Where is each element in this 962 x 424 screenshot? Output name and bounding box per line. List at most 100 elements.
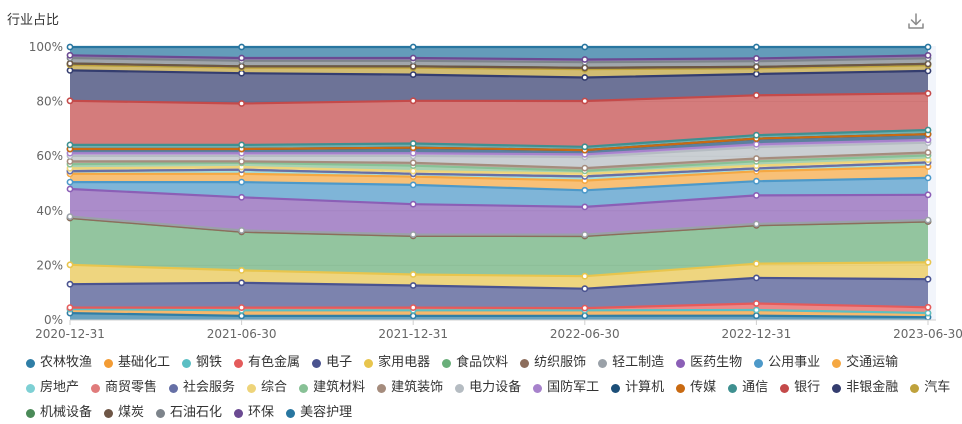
series-31-point [409,43,417,51]
legend-label: 国防军工 [547,380,600,395]
legend-dot-icon [169,383,179,393]
series-29-line [69,56,929,64]
series-4-point [238,304,245,311]
series-23-point [924,126,932,134]
legend-item[interactable]: 汽车 [910,379,950,397]
series-10-area [70,189,928,235]
legend-label: 计算机 [625,380,665,395]
legend-item[interactable]: 交通运输 [832,354,898,372]
series-31-area [70,47,928,60]
series-25-point [581,74,589,81]
legend-item[interactable]: 钢铁 [182,354,222,372]
legend-item[interactable]: 传媒 [676,379,716,397]
series-25-point [409,71,417,78]
legend-dot-icon [832,358,842,368]
legend-item[interactable]: 环保 [234,404,274,422]
series-16-point [409,167,417,175]
legend-item[interactable]: 食品饮料 [442,354,508,372]
series-5-point [66,280,74,288]
series-6-point [924,258,932,266]
legend-dot-icon [26,383,35,393]
series-11-point [581,186,589,194]
series-5-line [69,276,929,290]
legend-item[interactable]: 通信 [728,379,768,397]
download-icon[interactable] [907,12,925,30]
legend-item[interactable]: 煤炭 [104,404,144,422]
series-18-point [238,157,245,165]
legend-dot-icon [312,358,322,368]
legend-dot-icon [156,408,166,418]
series-24-line [69,92,929,105]
legend-item[interactable]: 纺织服饰 [520,354,586,372]
legend-label: 医药生物 [690,355,743,370]
legend-dot-icon [676,358,686,368]
legend-item[interactable]: 建筑装饰 [377,379,443,397]
legend-item[interactable]: 美容护理 [286,404,352,422]
series-24-point [66,97,74,105]
series-30-point [409,54,417,62]
legend-item[interactable]: 房地产 [26,379,79,397]
series-28-point [238,62,245,70]
series-6-point [238,266,245,274]
series-25-point [753,70,760,78]
legend-dot-icon [286,408,296,418]
legend-item[interactable]: 电子 [312,354,352,372]
legend-label: 纺织服饰 [534,355,587,370]
series-3-point [924,309,932,317]
series-18-point [581,164,589,172]
legend-item[interactable]: 综合 [247,379,287,397]
series-lines [69,45,929,319]
series-28-point [753,63,760,71]
legend-dot-icon [598,358,608,368]
legend-dot-icon [611,383,621,393]
legend-item[interactable]: 国防军工 [533,379,599,397]
legend-item[interactable]: 有色金属 [234,354,300,372]
legend-item[interactable]: 公用事业 [754,354,820,372]
series-31-point [753,43,760,51]
series-28-point [409,62,417,70]
series-7-area [70,218,928,277]
legend-item[interactable]: 医药生物 [676,354,742,372]
series-25-point [924,67,932,75]
series-28-line [69,62,929,69]
series-23-point [753,131,760,139]
legend-item[interactable]: 非银金融 [832,379,898,397]
series-8-line [69,216,929,238]
legend-item[interactable]: 基础化工 [104,354,170,372]
legend-dot-icon [832,383,842,393]
legend-dot-icon [234,408,244,418]
y-tick-label: 40% [36,204,63,218]
series-11-point [238,178,245,186]
legend-item[interactable]: 计算机 [611,379,664,397]
legend-item[interactable]: 社会服务 [169,379,235,397]
series-31-point [66,43,74,51]
series-20-point [409,149,417,157]
legend-dot-icon [520,358,530,368]
legend-item[interactable]: 石油石化 [156,404,222,422]
legend-item[interactable]: 农林牧渔 [26,354,92,372]
series-30-point [581,56,589,63]
legend-item[interactable]: 机械设备 [26,404,92,422]
series-18-point [409,159,417,167]
x-tick-label: 2023-06-30 [893,327,962,341]
series-11-point [753,177,760,185]
legend-item[interactable]: 电力设备 [455,379,521,397]
series-24-point [409,97,417,105]
series-9-point [409,231,417,238]
legend-item[interactable]: 银行 [780,379,820,397]
series-5-point [409,282,417,289]
x-tick-label: 2021-12-31 [378,327,448,341]
series-18-line [70,151,929,170]
legend-label: 汽车 [924,380,951,395]
legend-item[interactable]: 商贸零售 [91,379,157,397]
series-20-point [924,136,932,144]
legend-item[interactable]: 家用电器 [364,354,430,372]
series-10-line [69,187,929,209]
series-10-point [753,191,760,199]
x-tick-label: 2022-06-30 [550,327,620,341]
series-1-line [69,312,929,319]
legend-label: 交通运输 [846,355,899,370]
legend-item[interactable]: 建筑材料 [299,379,365,397]
legend-item[interactable]: 轻工制造 [598,354,664,372]
series-31-point [924,43,932,51]
